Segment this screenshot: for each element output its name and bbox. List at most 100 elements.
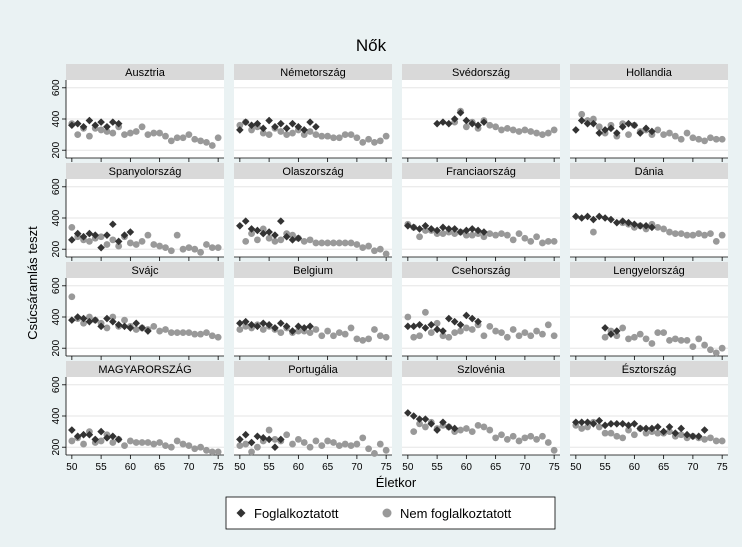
point-nem-foglalkoztatott [683,129,691,137]
point-foglalkoztatott [613,129,621,137]
point-nem-foglalkoztatott [625,426,632,434]
point-foglalkoztatott [439,327,447,335]
point-nem-foglalkoztatott [365,335,372,343]
point-nem-foglalkoztatott [683,337,691,344]
point-foglalkoztatott [636,424,645,433]
point-nem-foglalkoztatott [619,324,627,332]
point-nem-foglalkoztatott [179,440,187,448]
point-nem-foglalkoztatott [503,124,511,132]
y-tick-label: 200 [51,339,62,356]
point-nem-foglalkoztatott [654,223,662,231]
x-tick-label: 65 [658,462,670,473]
point-nem-foglalkoztatott [97,126,105,134]
panel-title: Svájc [132,265,159,277]
point-nem-foglalkoztatott [208,448,216,456]
point-foglalkoztatott [630,121,639,130]
point-nem-foglalkoztatott [306,443,314,451]
point-nem-foglalkoztatott [376,137,384,145]
legend: Foglalkoztatott Nem foglalkoztatott [225,496,556,530]
point-nem-foglalkoztatott [701,231,708,239]
point-nem-foglalkoztatott [167,137,175,145]
point-foglalkoztatott [73,229,82,238]
panel-dania: Dánia [570,163,728,261]
point-foglalkoztatott [247,121,256,130]
point-nem-foglalkoztatott [330,439,337,446]
point-nem-foglalkoztatott [695,335,703,343]
point-nem-foglalkoztatott [103,241,111,248]
point-nem-foglalkoztatott [480,233,488,241]
point-foglalkoztatott [109,220,117,229]
point-nem-foglalkoztatott [371,247,378,255]
point-foglalkoztatott [91,316,100,324]
point-nem-foglalkoztatott [468,231,476,239]
point-nem-foglalkoztatott [197,137,204,145]
x-tick-label: 75 [213,462,225,473]
point-foglalkoztatott [306,322,314,331]
x-tick-label: 50 [570,462,582,473]
panel-title: Portugália [288,364,338,376]
point-foglalkoztatott [282,124,291,133]
point-foglalkoztatott [601,214,609,222]
point-foglalkoztatott [271,443,279,451]
point-nem-foglalkoztatott [509,236,517,244]
point-foglalkoztatott [97,322,105,331]
point-nem-foglalkoztatott [277,236,285,244]
point-nem-foglalkoztatott [509,326,517,333]
point-foglalkoztatott [653,423,662,431]
point-foglalkoztatott [68,236,76,244]
point-foglalkoztatott [636,129,645,137]
point-foglalkoztatott [624,119,633,128]
point-foglalkoztatott [462,226,471,235]
point-nem-foglalkoztatott [677,135,685,143]
point-foglalkoztatott [97,118,105,126]
point-foglalkoztatott [607,330,615,338]
point-foglalkoztatott [241,317,250,326]
panel-title: Dánia [635,166,665,178]
point-nem-foglalkoztatott [533,436,540,443]
point-nem-foglalkoztatott [480,332,488,340]
point-nem-foglalkoztatott [712,437,720,445]
point-nem-foglalkoztatott [103,324,111,332]
point-nem-foglalkoztatott [324,327,332,335]
point-nem-foglalkoztatott [341,239,349,247]
point-foglalkoztatott [427,321,436,329]
y-tick-label: 200 [51,240,62,257]
point-nem-foglalkoztatott [197,330,204,338]
panel-title: Németország [280,67,345,79]
x-tick-label: 60 [461,462,473,473]
point-nem-foglalkoztatott [439,332,447,340]
point-foglalkoztatott [433,226,441,235]
point-foglalkoztatott [613,218,621,227]
point-nem-foglalkoztatott [607,429,615,437]
panel-title: Ausztria [125,67,166,79]
chart-title: Nők [356,36,387,55]
point-nem-foglalkoztatott [382,333,390,341]
point-foglalkoztatott [445,423,453,431]
point-nem-foglalkoztatott [156,242,164,250]
point-foglalkoztatott [601,421,609,430]
point-nem-foglalkoztatott [666,428,673,435]
point-foglalkoztatott [601,324,609,332]
point-foglalkoztatott [73,432,82,441]
point-nem-foglalkoztatott [191,330,199,338]
point-nem-foglalkoztatott [306,128,314,135]
point-foglalkoztatott [277,217,285,225]
point-nem-foglalkoztatott [335,329,343,336]
point-foglalkoztatott [445,225,453,233]
point-foglalkoztatott [595,129,604,137]
point-foglalkoztatott [480,118,488,126]
point-foglalkoztatott [109,317,117,326]
point-foglalkoztatott [300,324,309,332]
point-foglalkoztatott [601,126,609,134]
point-nem-foglalkoztatott [265,131,273,139]
point-nem-foglalkoztatott [214,333,222,341]
y-tick-label: 600 [51,277,62,294]
point-nem-foglalkoztatott [138,439,146,446]
point-nem-foglalkoztatott [654,429,662,437]
point-nem-foglalkoztatott [410,333,418,341]
point-nem-foglalkoztatott [132,326,140,333]
panel-title: Belgium [293,265,333,277]
point-nem-foglalkoztatott [527,128,535,135]
point-nem-foglalkoztatott [486,322,494,330]
point-foglalkoztatott [277,319,285,328]
